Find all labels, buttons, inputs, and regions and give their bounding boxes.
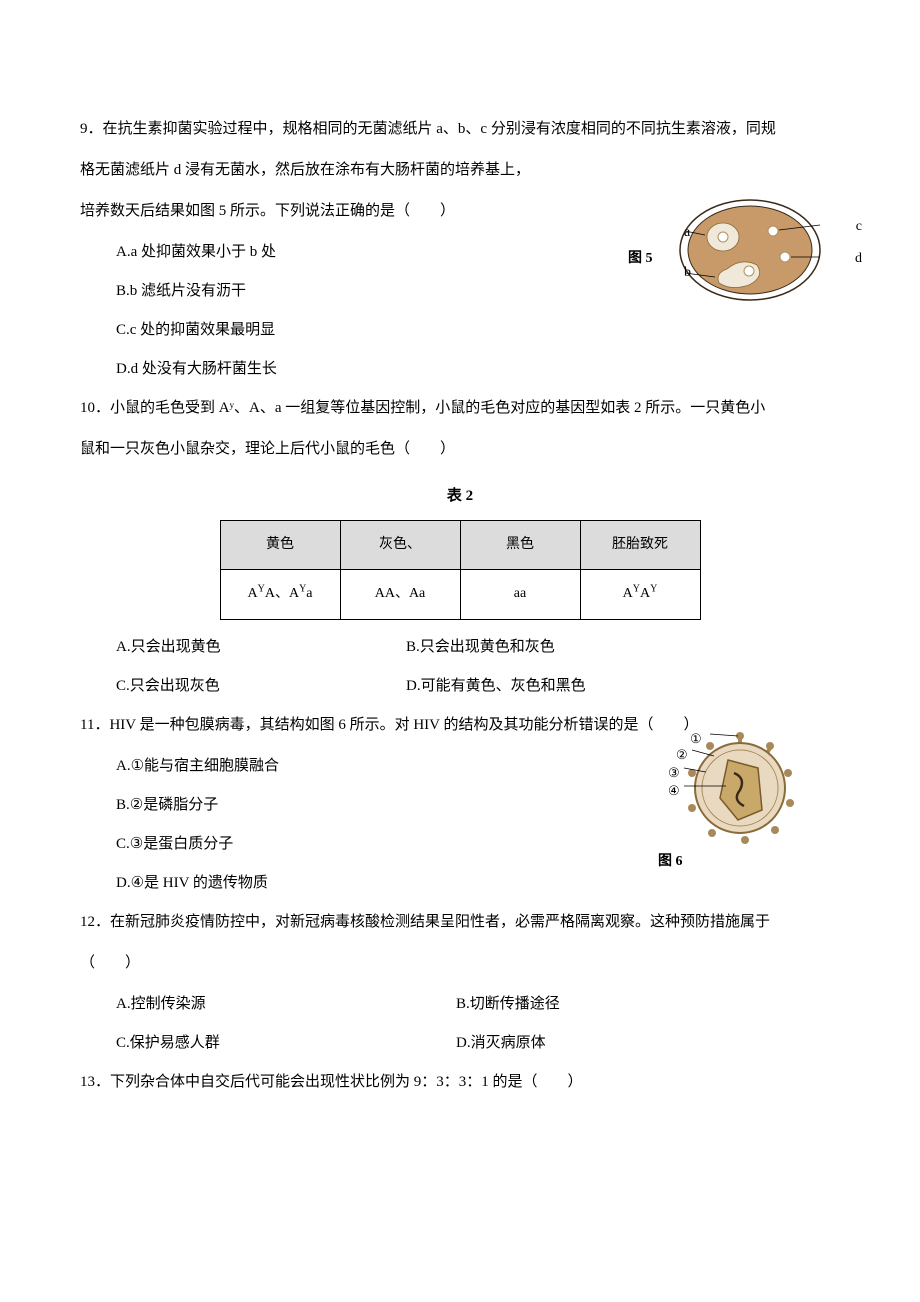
table-2: 黄色 灰色、 黑色 胚胎致死 AYA、AYa AA、Aa aa AYAY — [220, 520, 701, 620]
fig5-label-d: d — [855, 241, 862, 277]
fig6-caption: 图 6 — [658, 844, 683, 880]
q12-row-cd: C.保护易感人群 D.消灭病原体 — [80, 1024, 840, 1063]
q10-row-ab: A.只会出现黄色 B.只会出现黄色和灰色 — [80, 628, 840, 667]
q11-optD: D.④是 HIV 的遗传物质 — [80, 864, 840, 903]
q12-optD: D.消灭病原体 — [456, 1024, 546, 1063]
q10-row-cd: C.只会出现灰色 D.可能有黄色、灰色和黑色 — [80, 667, 840, 706]
figure-5: a b c d 图 5 — [640, 195, 860, 321]
q13-text: 13．下列杂合体中自交后代可能会出现性状比例为 9：3：3：1 的是（ ） — [80, 1063, 840, 1102]
fig6-label-4: ④ — [668, 774, 680, 808]
fig5-label-c: c — [856, 209, 862, 245]
td-lethal: AYAY — [580, 570, 700, 619]
petri-dish-icon — [675, 195, 825, 305]
th-gray: 灰色、 — [340, 521, 460, 570]
fig6-label-1: ① — [690, 722, 702, 756]
table2-caption: 表 2 — [80, 477, 840, 516]
q10-optD: D.可能有黄色、灰色和黑色 — [406, 667, 586, 706]
table-row: 黄色 灰色、 黑色 胚胎致死 — [220, 521, 700, 570]
fig5-caption: 图 5 — [628, 241, 653, 277]
fig5-label-a: a — [684, 215, 690, 251]
th-yellow: 黄色 — [220, 521, 340, 570]
q10-optB: B.只会出现黄色和灰色 — [406, 628, 555, 667]
q9-optD: D.d 处没有大肠杆菌生长 — [80, 350, 840, 389]
figure-6: ① ② ③ ④ 图 6 — [650, 728, 850, 864]
q12-line1: 12．在新冠肺炎疫情防控中，对新冠病毒核酸检测结果呈阳性者，必需严格隔离观察。这… — [80, 903, 840, 942]
q9-line1: 9．在抗生素抑菌实验过程中，规格相同的无菌滤纸片 a、b、c 分别浸有浓度相同的… — [80, 110, 840, 149]
q9-line2: 格无菌滤纸片 d 浸有无菌水，然后放在涂布有大肠杆菌的培养基上， — [80, 151, 840, 190]
q10-line2: 鼠和一只灰色小鼠杂交，理论上后代小鼠的毛色（ ） — [80, 430, 840, 469]
td-yellow: AYA、AYa — [220, 570, 340, 619]
q10-optC: C.只会出现灰色 — [116, 667, 406, 706]
td-gray: AA、Aa — [340, 570, 460, 619]
q12-row-ab: A.控制传染源 B.切断传播途径 — [80, 985, 840, 1024]
q12-optC: C.保护易感人群 — [116, 1024, 456, 1063]
q12-optA: A.控制传染源 — [116, 985, 456, 1024]
th-black: 黑色 — [460, 521, 580, 570]
q12-optB: B.切断传播途径 — [456, 985, 560, 1024]
q12-line2: （ ） — [80, 944, 840, 983]
table-row: AYA、AYa AA、Aa aa AYAY — [220, 570, 700, 619]
fig5-label-b: b — [684, 255, 691, 291]
q10-optA: A.只会出现黄色 — [116, 628, 406, 667]
q10-line1: 10．小鼠的毛色受到 Aʸ、A、a 一组复等位基因控制，小鼠的毛色对应的基因型如… — [80, 389, 840, 428]
td-black: aa — [460, 570, 580, 619]
th-lethal: 胚胎致死 — [580, 521, 700, 570]
